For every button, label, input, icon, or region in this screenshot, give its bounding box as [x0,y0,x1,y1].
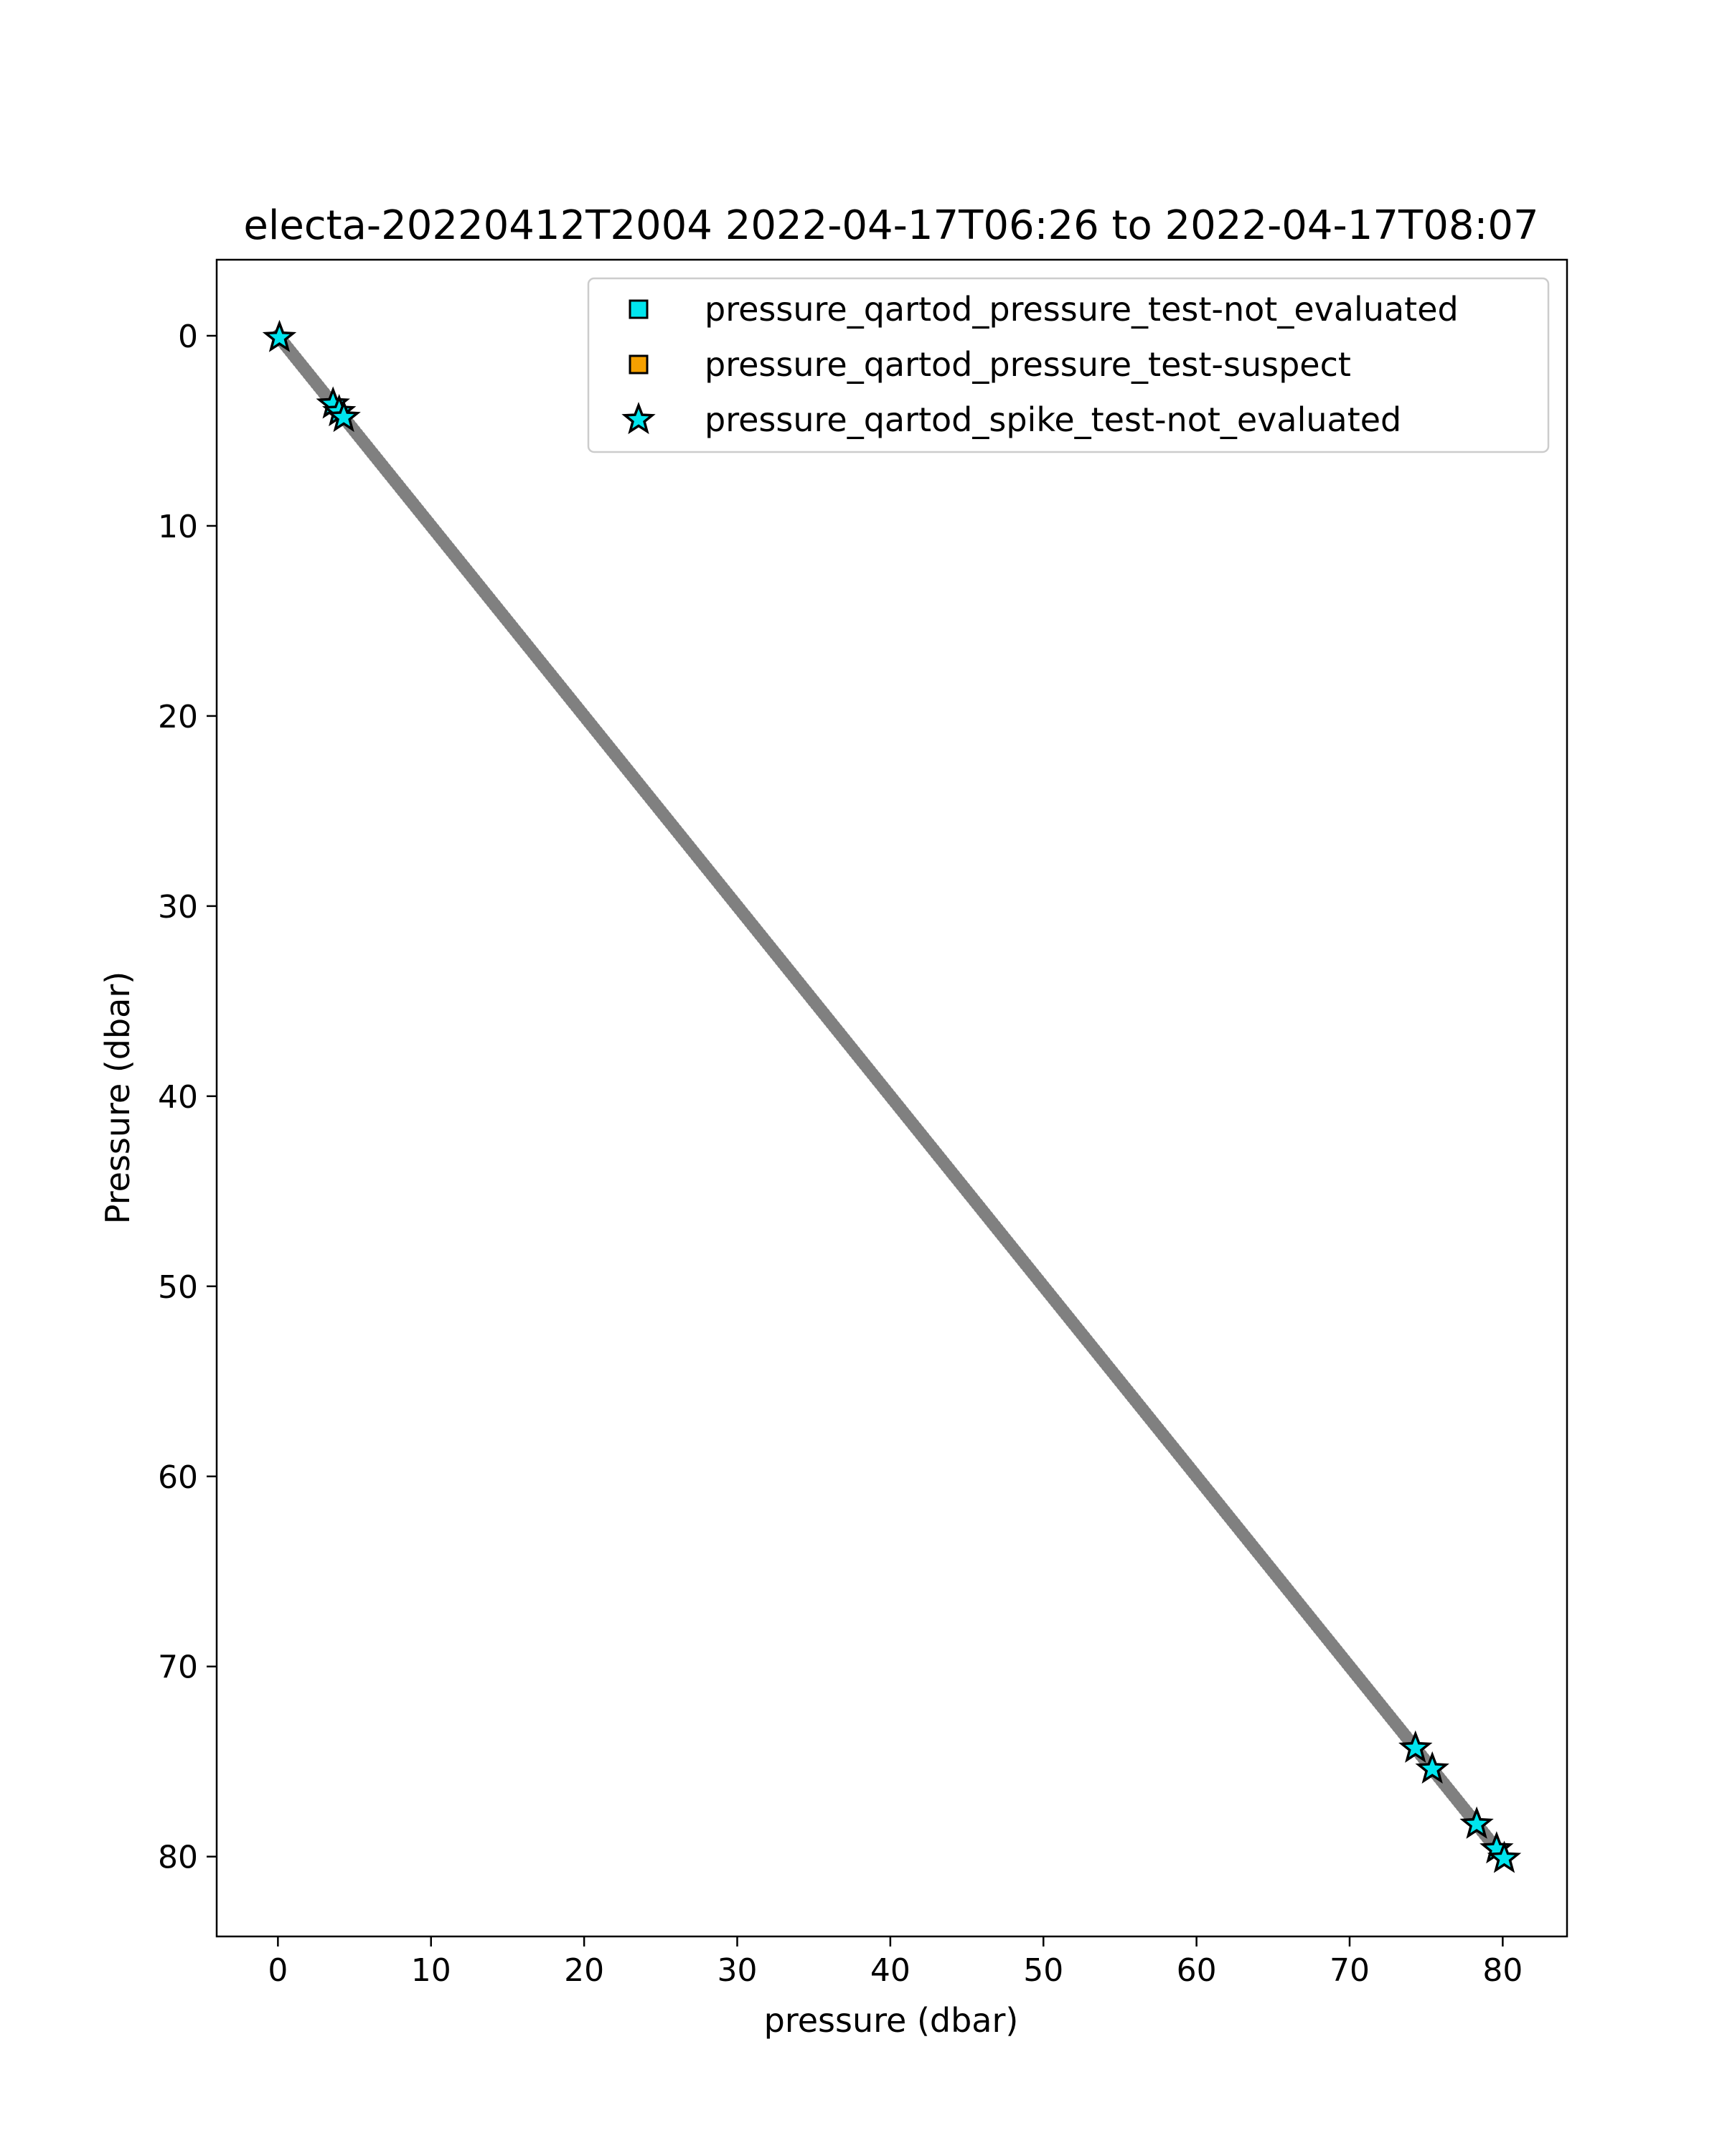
x-tick-label: 30 [717,1952,757,1989]
legend-marker-1 [629,354,649,375]
plot-frame [215,258,1568,1938]
chart-title: electa-20220412T2004 2022-04-17T06:26 to… [243,202,1538,249]
x-tick-label: 0 [268,1952,288,1989]
legend-label-2: pressure_qartod_spike_test-not_evaluated [705,400,1401,439]
series-2 [262,319,1522,1873]
star-marker [326,399,361,433]
y-axis-label: Pressure (dbar) [98,971,137,1224]
y-tick-label: 10 [158,509,198,545]
y-tick-label: 60 [158,1459,198,1496]
x-tick-label: 40 [870,1952,911,1989]
legend-marker-2 [621,402,656,435]
x-tick-label: 80 [1482,1952,1523,1989]
x-tick-label: 10 [411,1952,451,1989]
legend-label-1: pressure_qartod_pressure_test-suspect [705,345,1351,384]
y-tick-label: 80 [158,1840,198,1876]
x-tick-label: 50 [1023,1952,1063,1989]
star-marker [1487,1840,1522,1873]
y-tick-label: 50 [158,1269,198,1306]
x-tick-label: 60 [1177,1952,1217,1989]
legend-marker-0 [629,299,649,319]
plot-area [262,319,1522,1873]
y-tick-label: 30 [158,889,198,926]
star-marker [1398,1730,1433,1763]
x-tick-label: 20 [564,1952,604,1989]
star-marker [1415,1751,1449,1784]
y-tick-label: 20 [158,699,198,735]
x-tick-label: 70 [1330,1952,1370,1989]
axes: 0 10 20 30 40 50 60 70 80 0 10 20 30 40 50 60 70 80 [158,319,1523,1989]
legend-box [587,277,1550,453]
x-axis-label: pressure (dbar) [764,2001,1019,2040]
y-tick-label: 70 [158,1649,198,1686]
legend: pressure_qartod_pressure_test-not_evalua… [587,277,1550,453]
star-marker [262,319,297,352]
y-tick-label: 40 [158,1079,198,1116]
base-series [271,329,1510,1863]
legend-label-0: pressure_qartod_pressure_test-not_evalua… [705,290,1459,329]
star-marker [1459,1806,1494,1839]
y-tick-label: 0 [178,319,198,355]
